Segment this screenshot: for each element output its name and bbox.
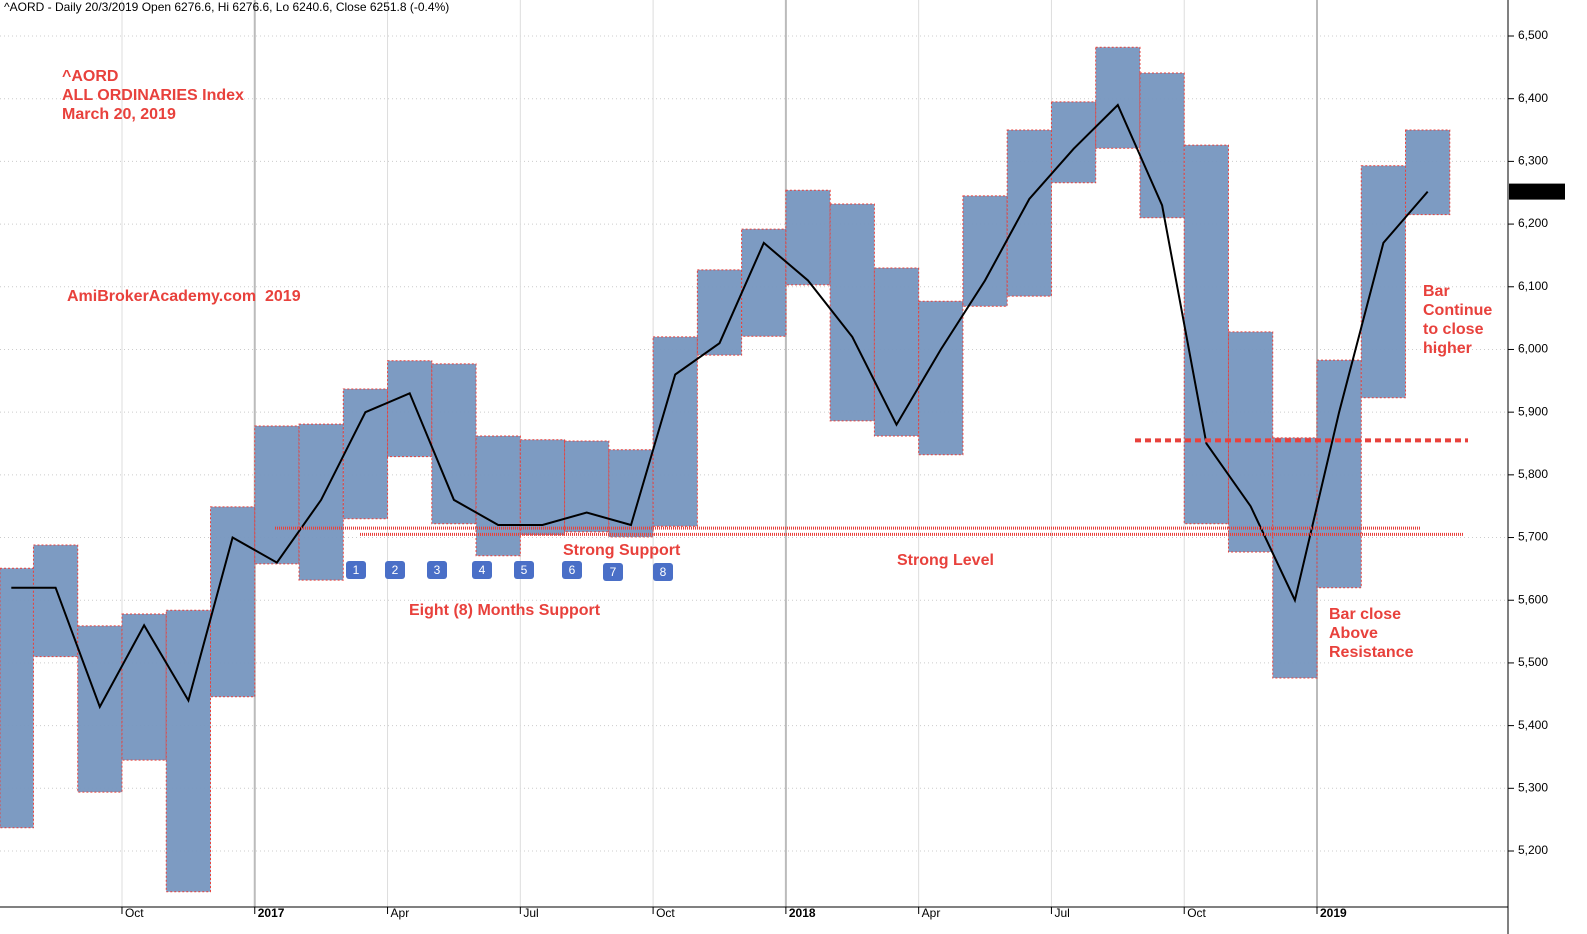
range-box	[165, 609, 212, 893]
y-tick-label: 5,500	[1518, 655, 1548, 669]
title-line: ^AORD	[62, 68, 118, 85]
month-marker	[514, 561, 534, 579]
range-box	[1095, 46, 1141, 149]
month-marker-label: 3	[434, 563, 441, 577]
title-line: ALL ORDINARIES Index	[62, 87, 244, 104]
range-box	[962, 195, 1008, 307]
y-tick-label: 5,200	[1518, 843, 1548, 857]
month-marker	[603, 563, 623, 581]
month-marker	[562, 561, 582, 579]
y-tick-label: 6,300	[1518, 154, 1548, 168]
month-marker-label: 1	[353, 563, 360, 577]
range-box	[1006, 129, 1052, 297]
range-box	[652, 336, 698, 527]
title-line: March 20, 2019	[62, 106, 176, 123]
range-box	[785, 189, 831, 286]
range-box	[1139, 72, 1185, 219]
range-box	[564, 440, 610, 533]
y-tick-label: 6,400	[1518, 91, 1548, 105]
range-box	[431, 363, 477, 525]
x-tick-label: Oct	[656, 906, 675, 920]
annotation: higher	[1423, 340, 1472, 357]
annotation: Strong Support	[563, 542, 681, 559]
range-box	[741, 228, 787, 337]
y-tick-label: 5,900	[1518, 404, 1548, 418]
range-box	[121, 613, 167, 761]
last-price-label: 6,251.8	[1518, 184, 1558, 198]
annotation: Eight (8) Months Support	[409, 602, 601, 619]
range-box	[210, 506, 256, 698]
month-marker	[472, 561, 492, 579]
watermark: AmiBrokerAcademy.com 2019	[67, 288, 301, 305]
y-tick-label: 5,300	[1518, 780, 1548, 794]
overlay: 6,251.8 ^AORD ALL ORDINARIES Index March 20…	[62, 68, 1565, 661]
range-box	[77, 625, 123, 793]
range-box	[1360, 165, 1407, 399]
x-tick-label: 2018	[789, 906, 816, 920]
y-tick-label: 6,200	[1518, 216, 1548, 230]
month-marker-label: 5	[521, 563, 528, 577]
x-tick-label: Jul	[1054, 906, 1069, 920]
x-tick-label: Apr	[922, 906, 941, 920]
annotation: Continue	[1423, 302, 1492, 319]
y-tick-label: 5,800	[1518, 467, 1548, 481]
range-box	[1405, 129, 1451, 216]
annotation: Bar close	[1329, 606, 1401, 623]
range-box	[342, 388, 389, 520]
range-box	[1050, 101, 1097, 184]
range-box	[254, 425, 300, 565]
month-marker-label: 8	[660, 565, 667, 579]
y-tick-label: 6,000	[1518, 342, 1548, 356]
header: ^AORD - Daily 20/3/2019 Open 6276.6, Hi …	[4, 0, 449, 14]
range-box	[475, 435, 521, 557]
annotation: Above	[1329, 625, 1378, 642]
range-box	[32, 544, 79, 658]
close-line	[11, 103, 1429, 710]
last-price-tag	[1509, 183, 1565, 200]
x-tick-label: Jul	[523, 906, 538, 920]
month-marker	[653, 563, 673, 581]
x-tick-label: 2017	[258, 906, 285, 920]
annotation: Resistance	[1329, 644, 1414, 661]
x-tick-label: Apr	[391, 906, 410, 920]
annotation: Bar	[1423, 283, 1450, 300]
y-tick-label: 5,600	[1518, 592, 1548, 606]
range-box	[298, 423, 344, 581]
range-box	[519, 439, 566, 536]
range-box	[829, 203, 875, 422]
month-marker	[385, 561, 405, 579]
y-tick-label: 5,700	[1518, 530, 1548, 544]
annotation: Strong Level	[897, 552, 994, 569]
y-tick-label: 5,400	[1518, 718, 1548, 732]
range-box	[873, 267, 920, 437]
x-tick-label: Oct	[125, 906, 144, 920]
range-box	[387, 360, 433, 458]
month-marker-label: 6	[569, 563, 576, 577]
x-tick-label: Oct	[1187, 906, 1206, 920]
month-marker	[427, 561, 447, 579]
range-box	[1272, 437, 1318, 679]
annotation: to close	[1423, 321, 1484, 338]
y-tick-label: 6,100	[1518, 279, 1548, 293]
month-marker	[346, 561, 366, 579]
range-box	[1183, 144, 1229, 525]
month-marker-label: 2	[392, 563, 399, 577]
x-tick-label: 2019	[1320, 906, 1347, 920]
plot	[0, 46, 1451, 893]
range-box	[0, 567, 34, 829]
month-marker-label: 7	[610, 565, 617, 579]
month-marker-label: 4	[479, 563, 486, 577]
y-tick-label: 6,500	[1518, 28, 1548, 42]
